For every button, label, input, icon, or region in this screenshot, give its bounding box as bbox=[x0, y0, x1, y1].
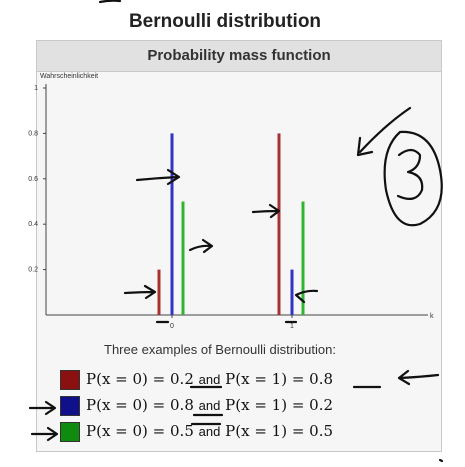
y-tick-label: 0.2 bbox=[28, 267, 38, 274]
legend-row: P(x = 0) = 0.2 and P(x = 1) = 0.8 bbox=[60, 370, 333, 392]
legend-swatch bbox=[60, 370, 80, 390]
y-tick-label: 0.4 bbox=[28, 221, 38, 228]
x-tick-label: 0 bbox=[170, 323, 174, 330]
legend-p1: P(x = 1) = 0.8 bbox=[225, 370, 334, 388]
panel-header: Probability mass function bbox=[37, 41, 441, 72]
bar-series-2-cat-1 bbox=[290, 269, 294, 315]
legend-swatch bbox=[60, 422, 80, 442]
y-tick-label: 1 bbox=[34, 85, 38, 92]
legend-swatch bbox=[60, 396, 80, 416]
x-axis-label: k bbox=[430, 313, 434, 320]
bar-series-1-cat-0 bbox=[157, 269, 161, 315]
y-tick-label: 0.6 bbox=[28, 176, 38, 183]
legend-p0: P(x = 0) = 0.2 bbox=[86, 370, 194, 388]
page-title: Bernoulli distribution bbox=[128, 11, 322, 32]
y-tick-label: 0.8 bbox=[28, 130, 38, 137]
x-tick-label: 1 bbox=[290, 323, 294, 330]
legend-row: P(x = 0) = 0.5 and P(x = 1) = 0.5 bbox=[60, 422, 333, 444]
legend-p0: P(x = 0) = 0.8 bbox=[86, 396, 194, 414]
legend-p1: P(x = 1) = 0.5 bbox=[225, 422, 334, 440]
chart-bars bbox=[157, 133, 305, 315]
legend-and: and bbox=[198, 424, 221, 439]
legend-and: and bbox=[198, 372, 221, 387]
bar-series-2-cat-0 bbox=[170, 133, 174, 315]
y-axis-label: Wahrscheinlichkeit bbox=[40, 73, 98, 80]
bar-series-1-cat-1 bbox=[277, 133, 281, 315]
legend-p1: P(x = 1) = 0.2 bbox=[225, 396, 334, 414]
legend-p0: P(x = 0) = 0.5 bbox=[86, 422, 194, 440]
legend-caption: Three examples of Bernoulli distribution… bbox=[104, 342, 336, 357]
legend-row: P(x = 0) = 0.8 and P(x = 1) = 0.2 bbox=[60, 396, 333, 418]
legend-and: and bbox=[198, 398, 221, 413]
bar-series-3-cat-1 bbox=[301, 201, 305, 315]
bar-series-3-cat-0 bbox=[181, 201, 185, 315]
chart-axes: Wahrscheinlichkeit k 0.2 0.4 0.6 0.8 1 0 1 bbox=[28, 73, 434, 330]
